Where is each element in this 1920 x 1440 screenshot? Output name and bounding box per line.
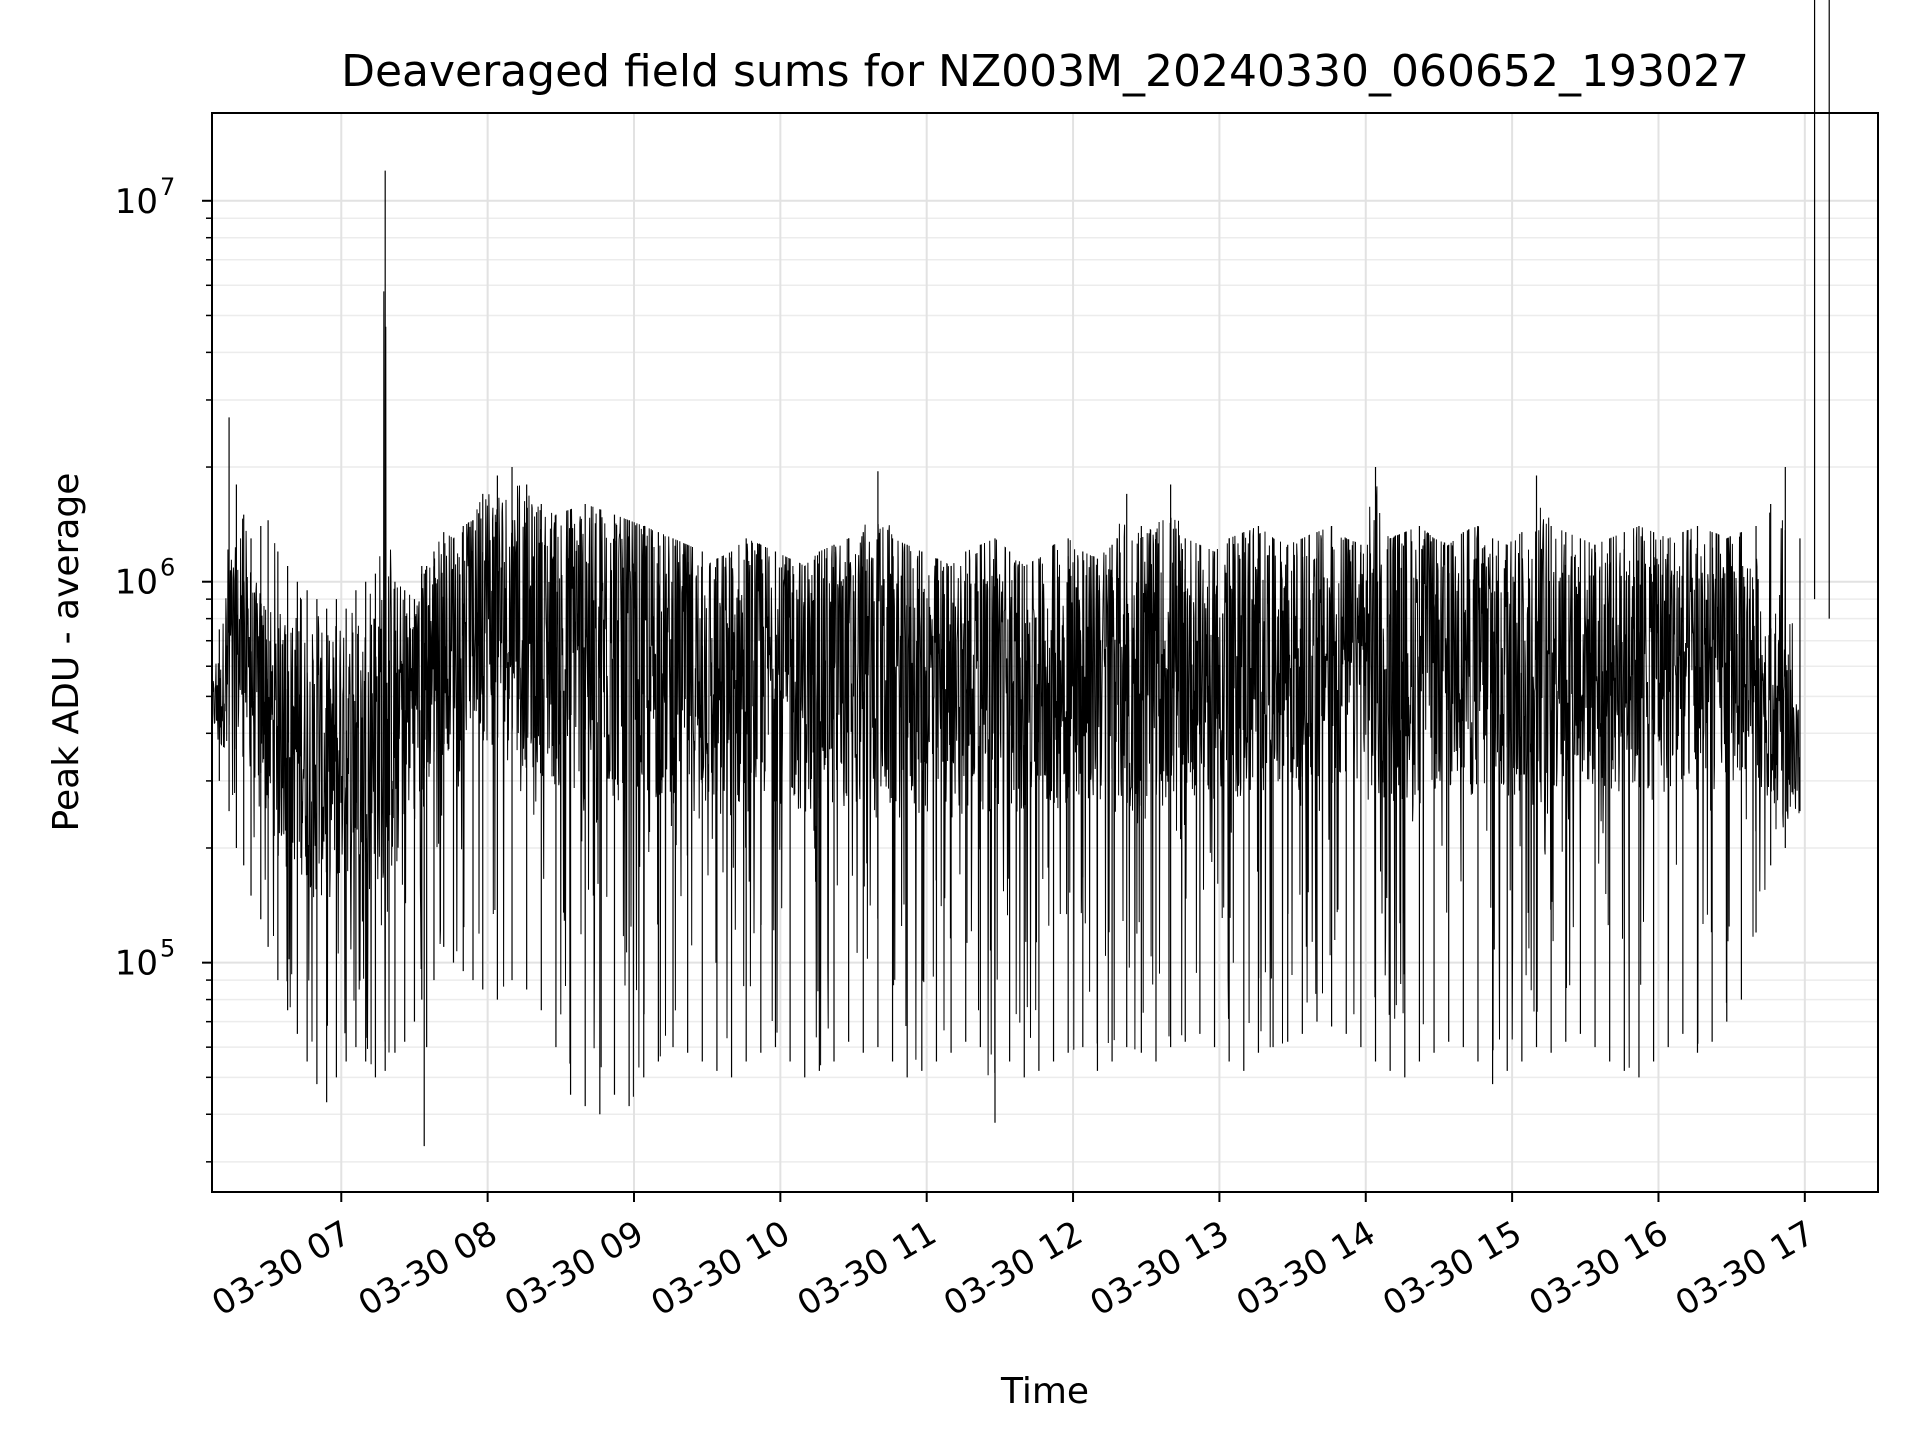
y-tick-label-exponent: 7 bbox=[160, 173, 175, 201]
x-tick-label: 03-30 17 bbox=[1669, 1213, 1821, 1324]
y-tick-label: 10 bbox=[115, 182, 158, 222]
y-tick-label: 10 bbox=[115, 944, 158, 984]
x-tick-label: 03-30 14 bbox=[1230, 1213, 1382, 1324]
x-tick-label: 03-30 13 bbox=[1084, 1213, 1236, 1324]
x-tick-label: 03-30 15 bbox=[1376, 1213, 1528, 1324]
x-tick-label: 03-30 16 bbox=[1523, 1213, 1675, 1324]
x-tick-label: 03-30 07 bbox=[205, 1213, 357, 1324]
x-tick-label: 03-30 11 bbox=[791, 1213, 943, 1324]
x-tick-label: 03-30 08 bbox=[352, 1213, 504, 1324]
y-tick-label: 10 bbox=[115, 563, 158, 603]
series-line bbox=[211, 291, 1801, 1097]
y-tick-label-exponent: 6 bbox=[160, 554, 175, 582]
data-layer bbox=[211, 0, 1830, 1147]
x-tick-label: 03-30 12 bbox=[937, 1213, 1089, 1324]
chart-title: Deaveraged field sums for NZ003M_2024033… bbox=[341, 46, 1749, 97]
x-tick-label: 03-30 10 bbox=[644, 1213, 796, 1324]
x-axis-label: Time bbox=[1000, 1371, 1089, 1412]
plot-frame bbox=[211, 112, 1879, 1193]
y-axis-label: Peak ADU - average bbox=[46, 473, 87, 832]
x-tick-label: 03-30 09 bbox=[498, 1213, 650, 1324]
y-tick-label-exponent: 5 bbox=[160, 935, 175, 963]
